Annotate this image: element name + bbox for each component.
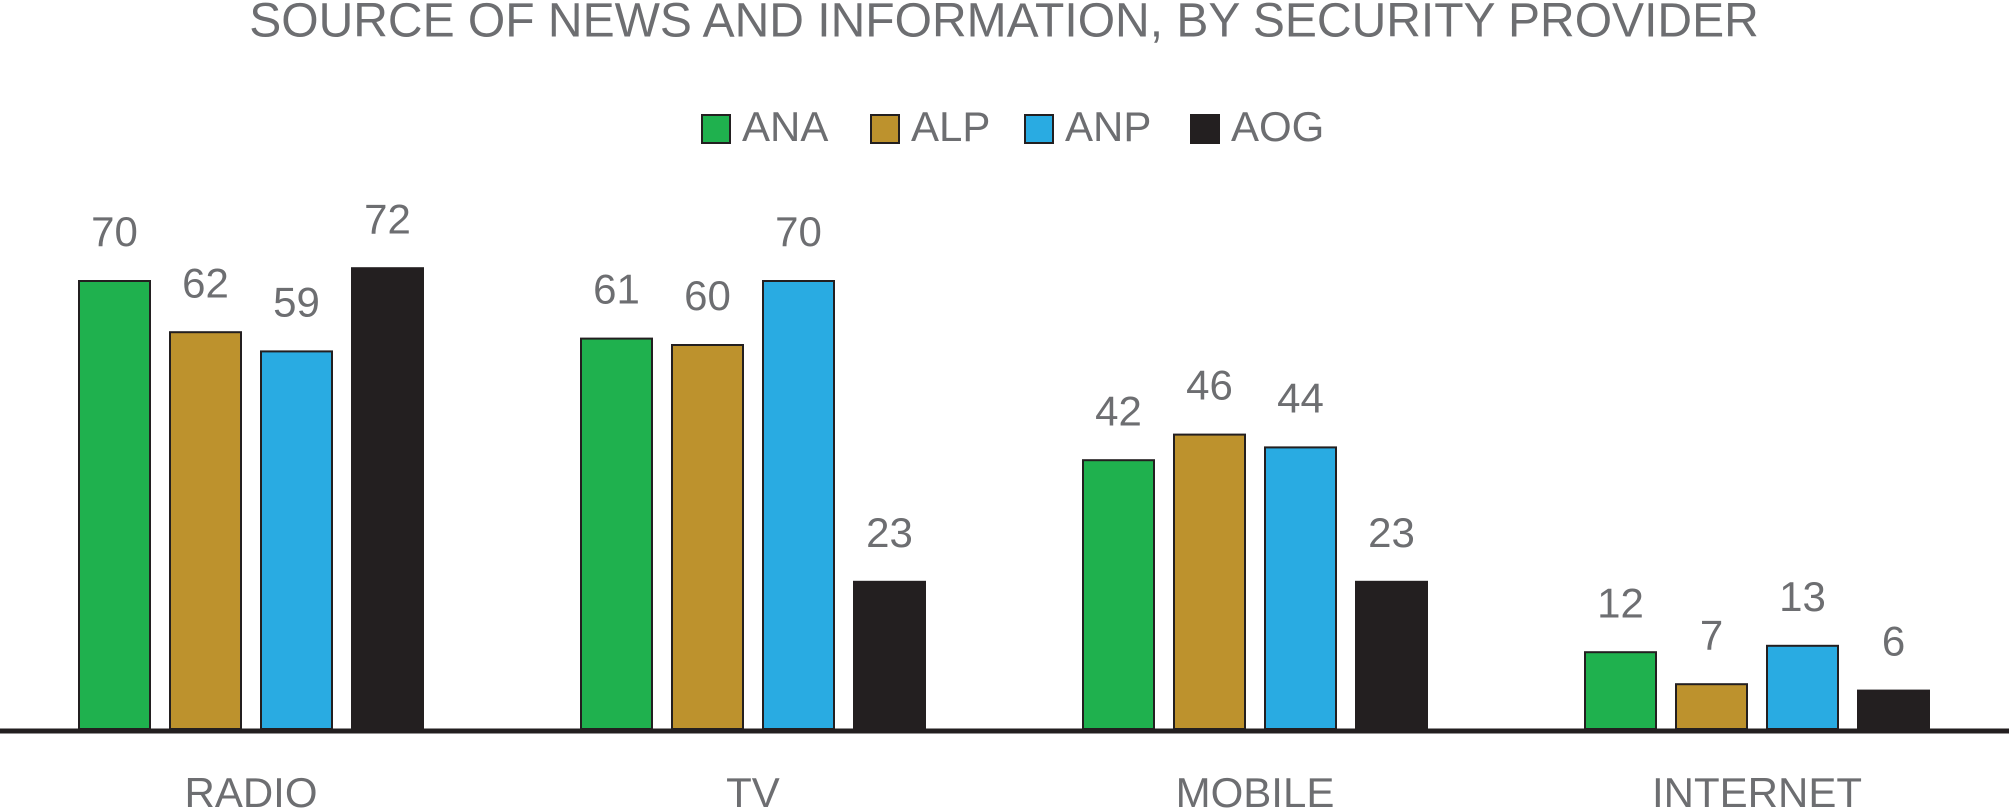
value-label: 60 <box>684 272 731 319</box>
bar <box>1857 689 1930 730</box>
chart-title: SOURCE OF NEWS AND INFORMATION, BY SECUR… <box>249 0 1759 48</box>
bar <box>1355 580 1428 730</box>
legend-label: ANA <box>742 103 828 150</box>
value-label: 44 <box>1277 374 1324 421</box>
x-tick-label: RADIO <box>184 769 317 812</box>
x-tick-label: MOBILE <box>1176 769 1335 812</box>
value-label: 72 <box>364 195 411 242</box>
legend-label: ALP <box>911 103 990 150</box>
bar <box>169 331 242 730</box>
bar <box>1584 651 1657 731</box>
value-label: 12 <box>1597 579 1644 626</box>
bar <box>260 350 333 730</box>
legend-swatch <box>870 114 900 144</box>
bar <box>1766 644 1839 730</box>
bar <box>1082 459 1155 730</box>
value-label: 62 <box>182 259 229 306</box>
value-label: 70 <box>775 208 822 255</box>
value-label: 23 <box>866 509 913 556</box>
value-label: 42 <box>1095 387 1142 434</box>
value-label: 61 <box>593 266 640 313</box>
x-tick-label: TV <box>726 769 780 812</box>
bar <box>1675 683 1748 731</box>
x-tick-label: INTERNET <box>1652 769 1862 812</box>
value-label: 6 <box>1882 618 1905 665</box>
value-label: 46 <box>1186 362 1233 409</box>
bar <box>1264 446 1337 730</box>
bar <box>671 344 744 730</box>
legend-swatch <box>1190 114 1220 144</box>
bar <box>853 580 926 730</box>
legend-swatch <box>701 114 731 144</box>
legend-swatch <box>1024 114 1054 144</box>
value-label: 70 <box>91 208 138 255</box>
value-label: 7 <box>1700 611 1723 658</box>
value-label: 59 <box>273 278 320 325</box>
bar <box>1173 433 1246 730</box>
bar <box>78 280 151 730</box>
bar <box>762 280 835 730</box>
legend-label: AOG <box>1231 103 1324 150</box>
value-label: 23 <box>1368 509 1415 556</box>
bar <box>351 267 424 730</box>
bar <box>580 337 653 730</box>
value-label: 13 <box>1779 573 1826 620</box>
legend-label: ANP <box>1065 103 1151 150</box>
